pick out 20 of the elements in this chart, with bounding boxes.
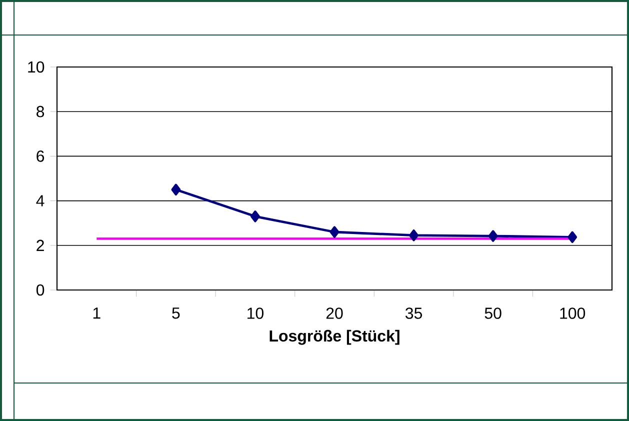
x-axis-title: Losgröße [Stück]	[270, 330, 400, 345]
x-tick-label: 35	[405, 308, 422, 319]
x-tick-label: 5	[172, 308, 180, 319]
point	[409, 229, 418, 242]
x-tick-label: 1	[93, 308, 100, 319]
x-tick-label: 20	[326, 308, 343, 319]
x-tick-label: 100	[560, 308, 586, 319]
y-tick-label: 4	[36, 195, 44, 206]
point	[568, 231, 578, 244]
point	[330, 226, 340, 238]
point	[488, 230, 498, 242]
y-tick-label: 6	[36, 150, 44, 162]
y-tick-label: 0	[36, 284, 44, 296]
y-tick-label: 8	[36, 106, 44, 118]
x-tick-label: 50	[484, 308, 502, 319]
y-tick-label: 2	[36, 240, 44, 251]
y-tick-label: 10	[28, 61, 44, 73]
x-tick-label: 10	[248, 308, 264, 319]
point	[250, 210, 260, 222]
point	[171, 184, 181, 196]
